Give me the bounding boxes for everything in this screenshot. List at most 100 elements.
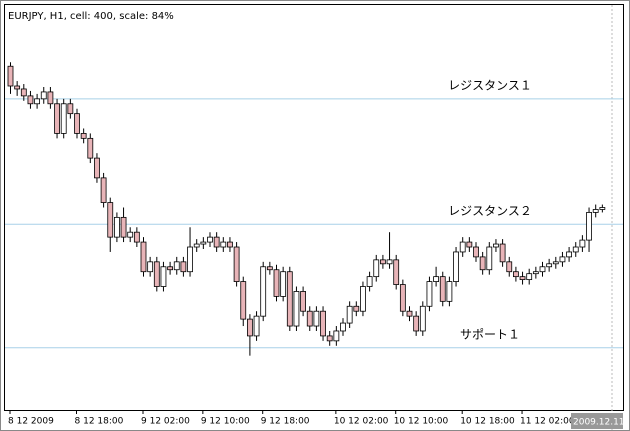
x-tick-label: 8 12 2009 — [8, 417, 54, 427]
candle-body — [499, 243, 506, 263]
candle-body — [227, 241, 233, 248]
candle-body — [546, 263, 553, 268]
candle-body — [74, 113, 80, 134]
candle-body — [493, 243, 499, 248]
x-tick-label: 8 12 18:00 — [75, 417, 124, 427]
candle-body — [473, 246, 479, 258]
candle-body — [386, 259, 393, 265]
candle-body — [446, 281, 453, 302]
candle-body — [40, 91, 47, 100]
candle-body — [133, 231, 140, 243]
candle-body — [539, 266, 546, 273]
candle-body — [559, 256, 566, 263]
x-tick-label: 9 12 10:00 — [201, 417, 250, 427]
x-tick-label: 10 12 18:00 — [460, 417, 515, 427]
candle-body — [340, 322, 346, 332]
candle-body — [532, 271, 539, 275]
candle-body — [107, 202, 114, 238]
x-tick-label: 9 12 18:00 — [261, 417, 310, 427]
candle-body — [459, 241, 466, 253]
candle-body — [14, 85, 21, 90]
candle-body — [187, 246, 193, 273]
candle-body — [306, 310, 313, 327]
candle-body — [67, 103, 74, 115]
candle-body — [592, 209, 599, 213]
candle-body — [20, 88, 27, 97]
candle-body — [373, 259, 380, 278]
candle-body — [253, 315, 260, 337]
candle-body — [333, 330, 340, 342]
candle-body — [579, 239, 586, 248]
cursor-label: 2009.12.11 — [573, 418, 625, 428]
candle-body — [87, 137, 94, 159]
candle-body — [326, 335, 333, 342]
candle-body — [346, 305, 353, 324]
level-label: レジスタンス１ — [448, 78, 532, 92]
candle-body — [153, 261, 160, 287]
candle-body — [320, 310, 326, 337]
candle-body — [479, 256, 486, 271]
candle-body — [273, 269, 280, 297]
candle-body — [260, 266, 267, 317]
cursor-box — [571, 413, 623, 429]
level-label: レジスタンス２ — [448, 204, 532, 218]
candle-body — [406, 310, 413, 317]
candle-body — [193, 243, 200, 248]
candle-body — [200, 241, 207, 245]
candle-body — [286, 271, 293, 327]
candle-body — [60, 103, 67, 134]
chart-title: EURJPY, H1, cell: 400, scale: 84% — [8, 11, 174, 22]
candle-body — [433, 276, 440, 282]
candle-body — [127, 231, 134, 238]
candle-body — [7, 65, 14, 87]
candle-body — [379, 259, 386, 265]
candle-body — [114, 216, 120, 238]
candle-body — [300, 291, 307, 312]
candle-body — [293, 291, 300, 327]
candle-body — [94, 157, 100, 179]
candle-body — [180, 261, 187, 273]
candle-body — [599, 207, 606, 210]
candle-body — [353, 305, 360, 312]
candle-body — [513, 271, 519, 278]
candle-body — [413, 315, 420, 332]
candle-body — [280, 271, 287, 297]
candle-body — [27, 95, 34, 105]
x-tick-label: 9 12 02:00 — [141, 417, 190, 427]
candle-body — [160, 266, 167, 287]
candle-body — [572, 246, 579, 253]
x-tick-label: 11 12 02:00 — [520, 417, 575, 427]
candle-body — [173, 261, 180, 271]
candle-body — [240, 281, 247, 320]
candle-body — [419, 305, 426, 332]
candle-body — [586, 212, 592, 241]
candle-body — [47, 91, 54, 105]
candle-body — [439, 276, 446, 302]
candle-body — [360, 286, 366, 312]
candle-body — [54, 103, 60, 134]
candle-body — [207, 236, 213, 243]
candle-body — [80, 133, 87, 139]
candle-body — [519, 276, 526, 281]
candle-body — [147, 261, 154, 273]
x-tick-label: 10 12 02:00 — [334, 417, 389, 427]
candle-body — [466, 241, 473, 248]
candle-body — [453, 251, 459, 282]
candle-body — [426, 281, 433, 307]
candle-body — [246, 318, 253, 337]
candle-body — [393, 259, 400, 285]
candle-body — [366, 276, 373, 287]
candle-body — [399, 284, 406, 312]
candle-body — [120, 216, 127, 238]
candle-body — [140, 241, 147, 273]
candle-body — [526, 273, 533, 281]
candle-body — [552, 261, 559, 265]
candle-body — [220, 241, 227, 248]
candle-body — [233, 246, 240, 282]
candle-body — [34, 98, 40, 105]
candle-body — [100, 177, 107, 203]
candle-body — [167, 266, 174, 271]
x-tick-label: 10 12 10:00 — [394, 417, 449, 427]
candle-body — [313, 310, 320, 327]
